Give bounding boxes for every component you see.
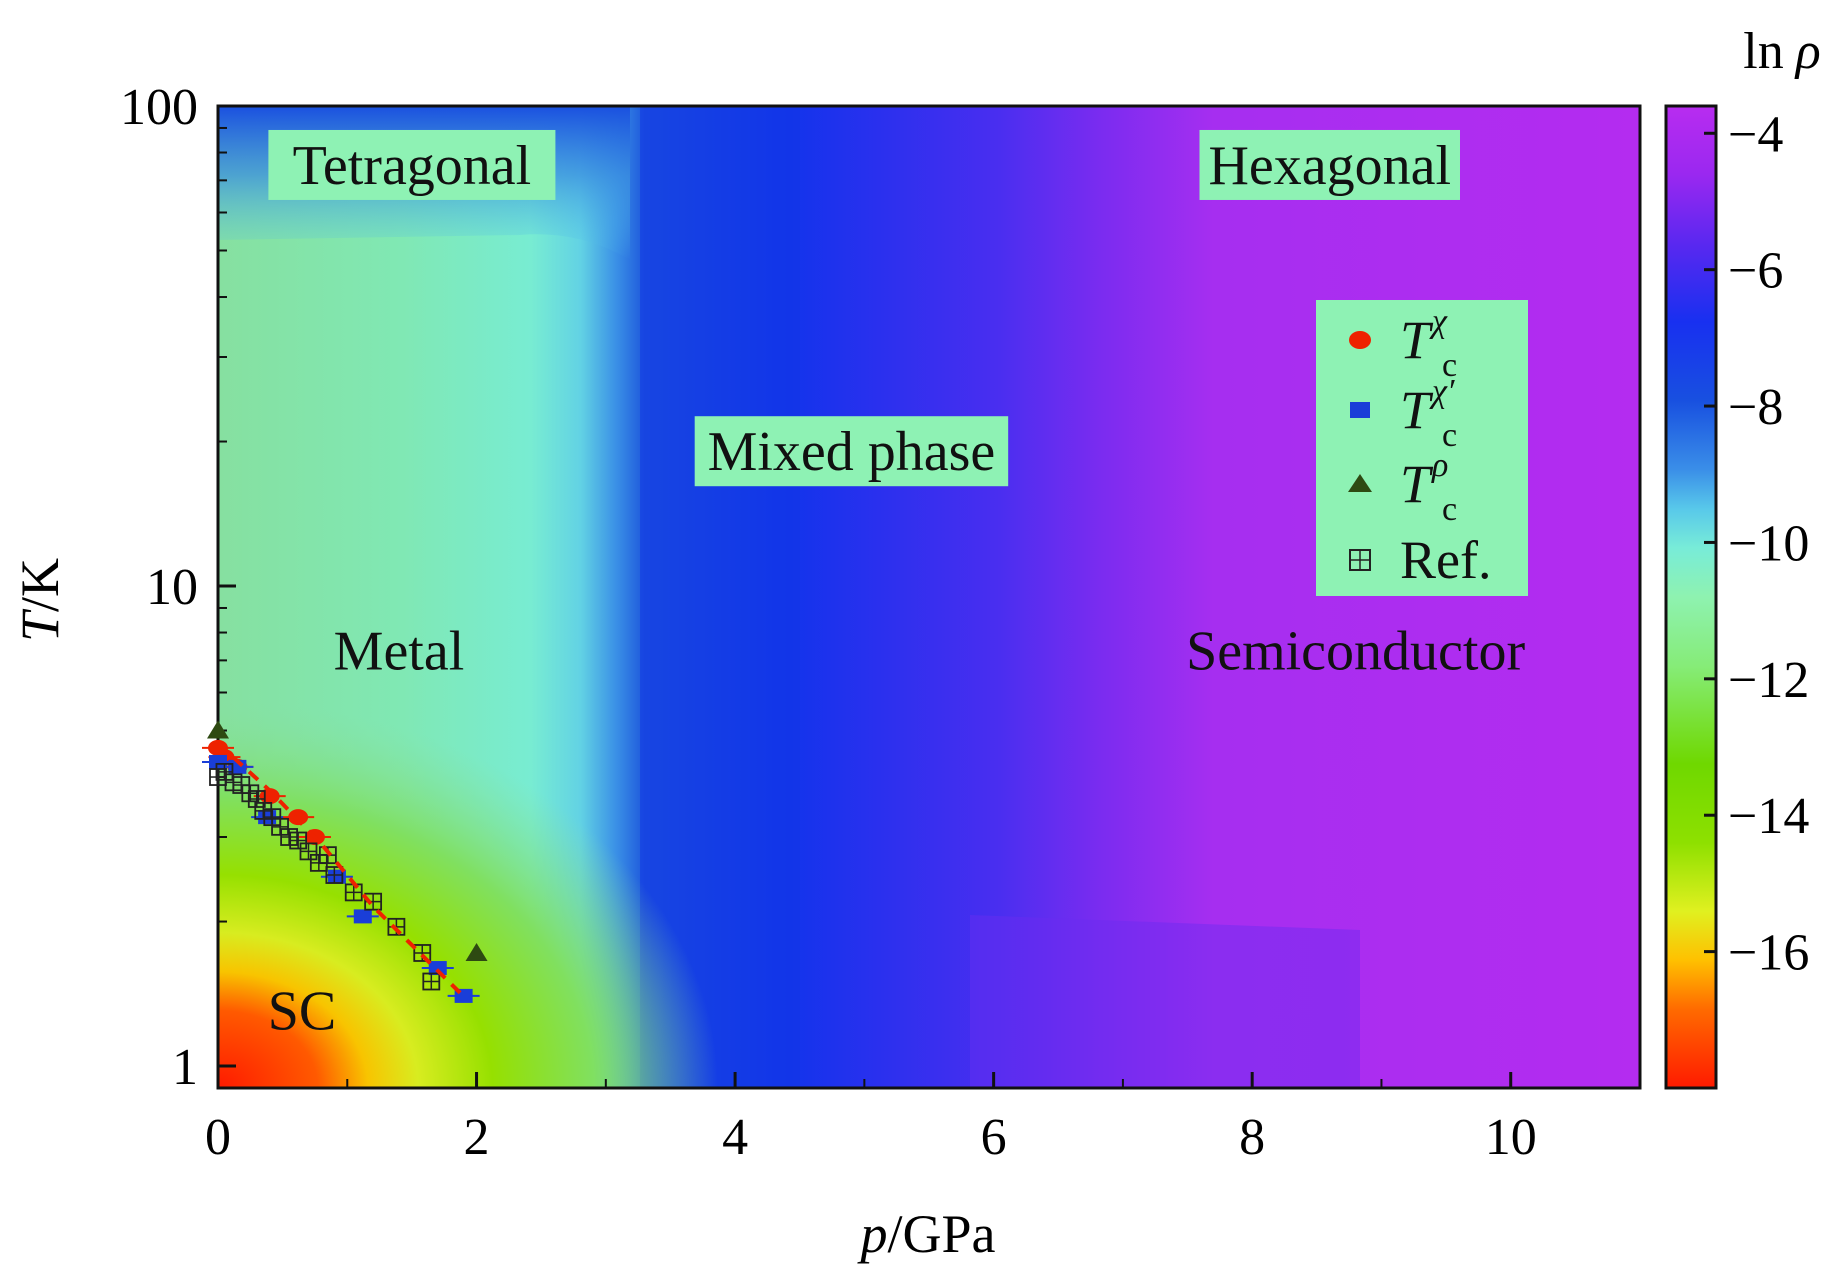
x-tick-label: 6 bbox=[981, 1109, 1007, 1166]
ref-point bbox=[299, 842, 318, 861]
legend-label: Tχ′ c bbox=[1400, 373, 1457, 454]
y-axis-title: T/K bbox=[10, 558, 70, 642]
colorbar-tick-label: −6 bbox=[1728, 243, 1783, 300]
ref-point bbox=[247, 790, 266, 808]
region-label-sc: SC bbox=[268, 980, 337, 1042]
x-axis-title: p/GPa bbox=[857, 1204, 996, 1264]
series-boxed-plus bbox=[209, 762, 441, 991]
region-label-hexagonal-text: Hexagonal bbox=[1208, 135, 1451, 197]
ref-point bbox=[422, 972, 441, 991]
series-layer bbox=[202, 720, 488, 1003]
ref-point bbox=[271, 817, 289, 836]
colorbar-title: ln ρ bbox=[1743, 23, 1820, 80]
legend-entry-square: Tχ′ c bbox=[1350, 373, 1457, 454]
series-square bbox=[202, 754, 480, 1003]
x-tick-label: 0 bbox=[205, 1109, 231, 1166]
legend-label: Ref. bbox=[1400, 530, 1491, 590]
legend-entry-boxed-plus: Ref. bbox=[1349, 530, 1491, 590]
heatmap-field bbox=[218, 106, 1640, 1088]
region-label-mixed-phase: Mixed phase bbox=[694, 416, 1009, 487]
ref-point bbox=[325, 866, 344, 884]
tc-rho-point bbox=[465, 942, 488, 961]
tc-chiprime-point bbox=[209, 754, 227, 769]
region-label-mixed-phase-box bbox=[694, 416, 1009, 487]
ref-point bbox=[280, 828, 299, 846]
tc-chiprime-point bbox=[327, 869, 346, 884]
x-tick-label: 2 bbox=[464, 1109, 490, 1166]
region-label-metal-text: Metal bbox=[334, 621, 465, 683]
y-tick-label: 10 bbox=[146, 559, 198, 616]
region-label-semiconductor: Semiconductor bbox=[1186, 621, 1525, 683]
colorbar bbox=[1664, 104, 1718, 1090]
legend-box bbox=[1316, 300, 1528, 596]
colorbar-tick-label: −16 bbox=[1728, 925, 1809, 982]
series-triangle bbox=[207, 720, 488, 961]
legend-label: Tχ c bbox=[1400, 303, 1457, 384]
x-tick-label: 4 bbox=[722, 1109, 748, 1166]
y-tick-label: 1 bbox=[172, 1039, 198, 1096]
colorbar-tick-label: −10 bbox=[1728, 515, 1809, 572]
legend-entry-triangle: Tρ c bbox=[1348, 447, 1457, 528]
region-label-mixed-phase-text: Mixed phase bbox=[708, 421, 996, 483]
region-label-hexagonal-box bbox=[1199, 129, 1460, 200]
colorbar-tick-label: −12 bbox=[1728, 652, 1809, 709]
tc-chiprime-point bbox=[428, 961, 447, 976]
region-label-semiconductor-text: Semiconductor bbox=[1186, 621, 1525, 683]
tc-chiprime-point bbox=[353, 909, 372, 924]
legend-entry-circle: Tχ c bbox=[1349, 303, 1457, 384]
region-label-tetragonal-text: Tetragonal bbox=[293, 135, 532, 197]
colorbar-tick-label: −8 bbox=[1728, 379, 1783, 436]
region-label-sc-text: SC bbox=[268, 980, 337, 1042]
region-labels: Tetragonal Hexagonal Mixed phase Metal Semic… bbox=[268, 129, 1525, 1042]
legend-label: Tρ c bbox=[1400, 447, 1457, 528]
region-label-tetragonal-box bbox=[268, 129, 556, 200]
heatmap-metal-corner bbox=[218, 700, 718, 1088]
y-axis: 1 10 100 bbox=[120, 79, 236, 1096]
colorbar-tick-label: −14 bbox=[1728, 788, 1809, 845]
tc-rho-point bbox=[207, 720, 229, 739]
plot-frame bbox=[216, 104, 1642, 1090]
ref-point bbox=[215, 762, 234, 781]
region-label-tetragonal: Tetragonal bbox=[268, 129, 556, 200]
heatmap-shoulder bbox=[970, 915, 1360, 1088]
x-tick-label: 10 bbox=[1485, 1109, 1537, 1166]
region-label-hexagonal: Hexagonal bbox=[1199, 129, 1460, 200]
x-tick-label: 8 bbox=[1239, 1109, 1265, 1166]
x-axis: 0 2 4 6 8 10 bbox=[205, 1072, 1641, 1166]
legend-marker bbox=[1350, 402, 1370, 418]
ref-point bbox=[254, 802, 273, 820]
y-tick-label: 100 bbox=[120, 79, 198, 136]
ref-point bbox=[413, 944, 432, 962]
region-label-metal: Metal bbox=[334, 621, 465, 683]
legend-marker bbox=[1349, 331, 1371, 349]
legend-marker bbox=[1348, 474, 1372, 492]
ref-point bbox=[289, 831, 308, 850]
colorbar-tick-label: −4 bbox=[1728, 106, 1783, 163]
colorbar-ticks: −4 −6 −8 −10 −12 −14 −16 bbox=[1704, 106, 1809, 982]
